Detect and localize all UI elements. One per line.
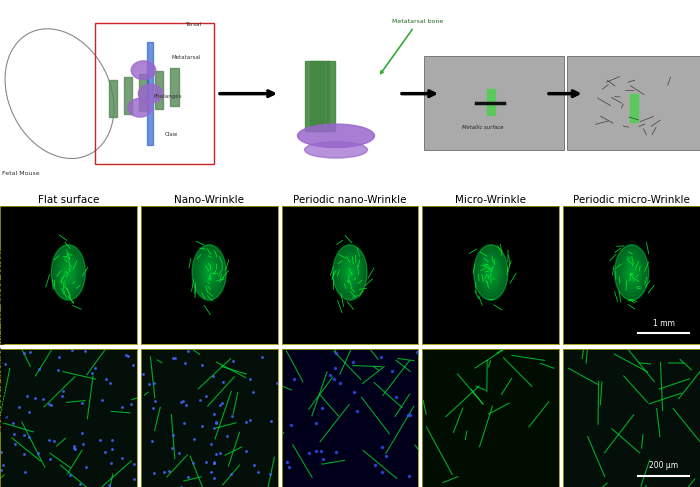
Text: 200 μm: 200 μm [649, 461, 678, 470]
Text: Metatarsal bone: Metatarsal bone [381, 19, 443, 74]
Bar [139, 74, 148, 112]
Bar [170, 68, 178, 106]
Ellipse shape [51, 245, 85, 300]
Ellipse shape [629, 268, 634, 277]
Ellipse shape [197, 249, 222, 296]
Bar [315, 61, 324, 131]
Ellipse shape [56, 249, 81, 296]
Ellipse shape [201, 257, 218, 288]
Text: Metallic surface: Metallic surface [462, 125, 504, 130]
Bar [124, 77, 132, 114]
Bar [321, 61, 329, 131]
Ellipse shape [482, 257, 499, 288]
Text: Fetal Mouse: Fetal Mouse [2, 171, 40, 176]
Text: Angiogenic Marker (PECAM, green color): Angiogenic Marker (PECAM, green color) [0, 249, 8, 432]
FancyBboxPatch shape [567, 56, 700, 150]
Ellipse shape [58, 253, 79, 292]
Title: Micro-Wrinkle: Micro-Wrinkle [455, 195, 526, 205]
Ellipse shape [478, 249, 503, 296]
Ellipse shape [342, 257, 358, 288]
Title: Periodic nano-Wrinkle: Periodic nano-Wrinkle [293, 195, 407, 205]
Text: 1 mm: 1 mm [653, 319, 675, 328]
Text: Metatarsal: Metatarsal [172, 55, 201, 59]
Bar [155, 71, 163, 109]
Ellipse shape [489, 268, 493, 277]
Bar [630, 94, 638, 122]
Bar [108, 79, 117, 117]
Ellipse shape [346, 264, 354, 281]
Ellipse shape [627, 264, 636, 281]
Text: Claw: Claw [164, 132, 178, 137]
Bar [304, 61, 314, 131]
Ellipse shape [127, 98, 153, 117]
Ellipse shape [64, 264, 73, 281]
Ellipse shape [619, 249, 644, 296]
Ellipse shape [480, 253, 501, 292]
Title: Nano-Wrinkle: Nano-Wrinkle [174, 195, 244, 205]
Title: Flat surface: Flat surface [38, 195, 99, 205]
Bar [486, 89, 495, 115]
Text: Phalanges: Phalanges [154, 94, 183, 99]
FancyBboxPatch shape [424, 56, 564, 150]
Ellipse shape [474, 245, 508, 300]
Ellipse shape [625, 260, 638, 285]
Ellipse shape [199, 253, 220, 292]
Bar [309, 61, 318, 131]
Ellipse shape [621, 253, 642, 292]
Bar [147, 42, 153, 145]
Ellipse shape [203, 260, 216, 285]
Ellipse shape [304, 142, 368, 158]
Ellipse shape [484, 260, 497, 285]
Bar [326, 61, 335, 131]
Ellipse shape [192, 245, 226, 300]
Ellipse shape [66, 268, 71, 277]
Ellipse shape [348, 268, 352, 277]
Ellipse shape [333, 245, 367, 300]
Ellipse shape [623, 257, 640, 288]
Bar [94, 23, 214, 164]
Ellipse shape [340, 253, 360, 292]
Ellipse shape [486, 264, 496, 281]
Ellipse shape [204, 264, 214, 281]
Ellipse shape [139, 84, 162, 103]
Ellipse shape [60, 257, 77, 288]
Ellipse shape [62, 260, 75, 285]
Ellipse shape [337, 249, 363, 296]
Ellipse shape [344, 260, 356, 285]
Ellipse shape [298, 124, 374, 148]
Ellipse shape [206, 268, 211, 277]
Ellipse shape [615, 245, 649, 300]
Text: Tarsal: Tarsal [186, 22, 202, 27]
Ellipse shape [132, 61, 155, 79]
Title: Periodic micro-Wrinkle: Periodic micro-Wrinkle [573, 195, 690, 205]
